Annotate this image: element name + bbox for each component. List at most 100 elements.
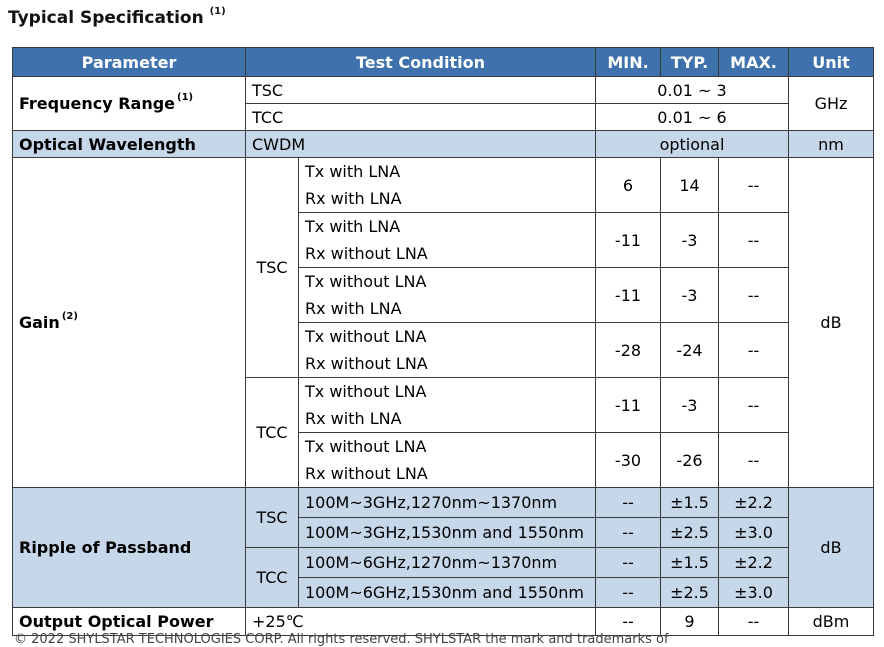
gain-min: -30: [595, 432, 661, 488]
spec-table: Parameter Test Condition MIN. TYP. MAX. …: [12, 47, 874, 636]
output-power-min: --: [595, 607, 661, 636]
gain-min: -11: [595, 267, 661, 323]
header-min: MIN.: [595, 47, 661, 77]
gain-unit: dB: [788, 157, 874, 488]
gain-condition: Tx without LNA Rx without LNA: [298, 322, 596, 378]
gain-note: (2): [61, 311, 78, 322]
ripple-min: --: [595, 487, 661, 518]
gain-row: TCC Tx without LNA Rx with LNA -11 -3 --: [13, 377, 874, 488]
gain-max: --: [718, 322, 789, 378]
gain-row: Tx without LNA Rx without LNA -28 -24 --: [13, 322, 874, 378]
frequency-range-unit: GHz: [788, 76, 874, 131]
header-parameter: Parameter: [12, 47, 246, 77]
frequency-range-tsc-value: 0.01 ~ 3: [595, 76, 789, 104]
frequency-range-tsc-cond: TSC: [245, 76, 596, 104]
frequency-range-row-tsc: Frequency Range (1) TSC 0.01 ~ 3 GHz: [12, 76, 874, 131]
ripple-typ: ±1.5: [660, 547, 719, 578]
header-max: MAX.: [718, 47, 789, 77]
ripple-condition: 100M~6GHz,1530nm and 1550nm: [298, 577, 596, 608]
gain-tcc-label: TCC: [245, 377, 299, 488]
gain-tx: Tx without LNA: [305, 437, 427, 456]
gain-tx: Tx with LNA: [305, 217, 401, 236]
optical-wavelength-value: optional: [595, 130, 789, 158]
gain-max: --: [718, 267, 789, 323]
ripple-min: --: [595, 577, 661, 608]
gain-typ: -3: [660, 377, 719, 433]
optical-wavelength-label: Optical Wavelength: [12, 130, 246, 158]
header-test-condition: Test Condition: [245, 47, 596, 77]
output-power-typ: 9: [660, 607, 719, 636]
gain-max: --: [718, 157, 789, 213]
section-title: Typical Specification (1): [8, 6, 226, 28]
gain-typ: -3: [660, 267, 719, 323]
ripple-tcc-label: TCC: [245, 547, 299, 608]
gain-max: --: [718, 377, 789, 433]
frequency-range-label-text: Frequency Range: [19, 94, 176, 113]
gain-condition: Tx with LNA Rx without LNA: [298, 212, 596, 268]
gain-min: -11: [595, 377, 661, 433]
ripple-min: --: [595, 547, 661, 578]
optical-wavelength-unit: nm: [788, 130, 874, 158]
ripple-condition: 100M~6GHz,1270nm~1370nm: [298, 547, 596, 578]
ripple-max: ±3.0: [718, 517, 789, 548]
ripple-typ: ±2.5: [660, 577, 719, 608]
ripple-unit: dB: [788, 487, 874, 608]
gain-rx: Rx with LNA: [305, 409, 402, 428]
ripple-condition: 100M~3GHz,1270nm~1370nm: [298, 487, 596, 518]
gain-max: --: [718, 432, 789, 488]
footer-copyright: © 2022 SHYLSTAR TECHNOLOGIES CORP. All r…: [14, 632, 669, 647]
gain-label: Gain (2): [12, 157, 246, 488]
gain-min: 6: [595, 157, 661, 213]
output-power-row: Output Optical Power +25℃ -- 9 -- dBm: [12, 607, 874, 636]
gain-rx: Rx without LNA: [305, 464, 428, 483]
ripple-min: --: [595, 517, 661, 548]
ripple-condition: 100M~3GHz,1530nm and 1550nm: [298, 517, 596, 548]
frequency-range-note: (1): [177, 92, 194, 103]
gain-condition: Tx with LNA Rx with LNA: [298, 157, 596, 213]
output-power-cond: +25℃: [245, 607, 596, 636]
gain-label-text: Gain: [19, 313, 60, 332]
gain-condition: Tx without LNA Rx without LNA: [298, 432, 596, 488]
header-row: Parameter Test Condition MIN. TYP. MAX. …: [12, 47, 874, 77]
gain-max: --: [718, 212, 789, 268]
output-power-unit: dBm: [788, 607, 874, 636]
gain-rx: Rx with LNA: [305, 299, 402, 318]
header-unit: Unit: [788, 47, 874, 77]
section-title-note: (1): [209, 6, 226, 17]
frequency-range-row-tcc: TCC 0.01 ~ 6: [13, 103, 874, 131]
gain-rx: Rx with LNA: [305, 189, 402, 208]
optical-wavelength-row: Optical Wavelength CWDM optional nm: [12, 130, 874, 158]
gain-typ: 14: [660, 157, 719, 213]
output-power-max: --: [718, 607, 789, 636]
gain-tx: Tx with LNA: [305, 162, 401, 181]
gain-tx: Tx without LNA: [305, 272, 427, 291]
gain-min: -11: [595, 212, 661, 268]
gain-row: Tx with LNA Rx without LNA -11 -3 --: [13, 212, 874, 268]
ripple-label: Ripple of Passband: [12, 487, 246, 608]
gain-rx: Rx without LNA: [305, 354, 428, 373]
header-typ: TYP.: [660, 47, 719, 77]
frequency-range-label: Frequency Range (1): [12, 76, 246, 131]
gain-tx: Tx without LNA: [305, 327, 427, 346]
gain-rx: Rx without LNA: [305, 244, 428, 263]
ripple-tsc-label: TSC: [245, 487, 299, 548]
gain-row: Tx without LNA Rx with LNA -11 -3 --: [13, 267, 874, 323]
ripple-row: Ripple of Passband TSC 100M~3GHz,1270nm~…: [12, 487, 874, 608]
frequency-range-tcc-value: 0.01 ~ 6: [595, 103, 789, 131]
gain-row: Tx without LNA Rx without LNA -30 -26 --: [13, 432, 874, 488]
gain-typ: -24: [660, 322, 719, 378]
gain-condition: Tx without LNA Rx with LNA: [298, 377, 596, 433]
ripple-typ: ±2.5: [660, 517, 719, 548]
gain-typ: -26: [660, 432, 719, 488]
gain-tx: Tx without LNA: [305, 382, 427, 401]
gain-min: -28: [595, 322, 661, 378]
gain-condition: Tx without LNA Rx with LNA: [298, 267, 596, 323]
ripple-typ: ±1.5: [660, 487, 719, 518]
ripple-max: ±3.0: [718, 577, 789, 608]
ripple-max: ±2.2: [718, 487, 789, 518]
gain-row: Gain (2) TSC Tx with LNA Rx with LNA 6 14 …: [12, 157, 874, 488]
section-title-text: Typical Specification: [8, 8, 204, 28]
ripple-row: 100M~6GHz,1530nm and 1550nm -- ±2.5 ±3.0: [13, 577, 874, 608]
optical-wavelength-cond: CWDM: [245, 130, 596, 158]
frequency-range-tcc-cond: TCC: [245, 103, 596, 131]
